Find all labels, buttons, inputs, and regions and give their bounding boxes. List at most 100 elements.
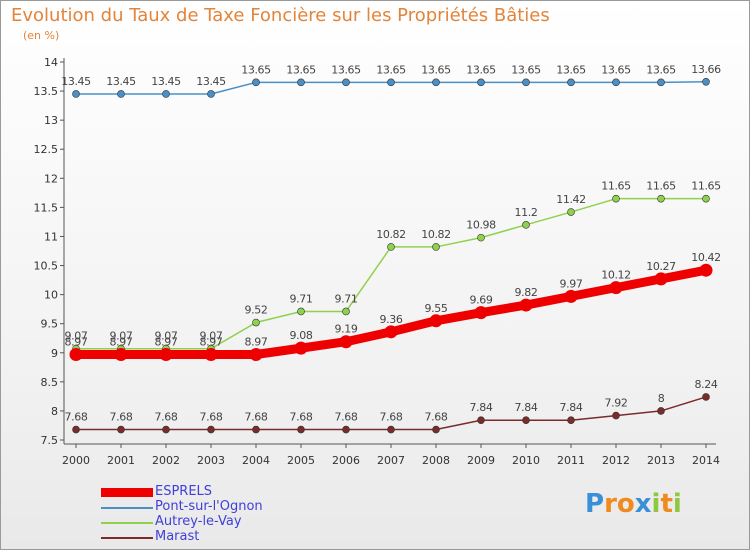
data-label-pont-sur-l-ognon: 13.65 <box>421 63 451 76</box>
y-tick-label: 14 <box>44 56 58 69</box>
data-label-marast: 8 <box>658 392 665 405</box>
data-point-esprels <box>114 348 128 362</box>
data-label-marast: 7.68 <box>335 411 358 424</box>
data-label-marast: 7.68 <box>65 411 88 424</box>
x-tick-label: 2005 <box>287 454 315 467</box>
data-point-esprels <box>609 281 623 295</box>
data-label-esprels: 10.42 <box>691 251 721 264</box>
data-label-pont-sur-l-ognon: 13.65 <box>286 63 316 76</box>
data-label-pont-sur-l-ognon: 13.65 <box>556 63 586 76</box>
data-point-esprels <box>429 314 443 328</box>
data-label-autrey-le-vay: 10.98 <box>466 219 496 232</box>
data-label-autrey-le-vay: 11.42 <box>556 193 586 206</box>
data-point-esprels <box>249 348 263 362</box>
data-point-pont-sur-l-ognon <box>252 78 260 87</box>
y-tick-label: 8 <box>51 405 58 418</box>
data-point-marast <box>432 425 440 434</box>
data-point-pont-sur-l-ognon <box>72 90 80 98</box>
data-point-autrey-le-vay <box>252 318 260 327</box>
data-label-esprels: 9.08 <box>290 329 313 342</box>
data-label-esprels: 8.97 <box>110 336 133 349</box>
data-label-marast: 7.68 <box>425 411 448 424</box>
data-point-marast <box>567 416 575 425</box>
data-label-marast: 7.84 <box>515 401 538 414</box>
x-tick-label: 2009 <box>467 454 495 467</box>
data-point-autrey-le-vay <box>702 194 710 203</box>
y-tick-label: 11 <box>44 230 58 243</box>
data-point-esprels <box>699 263 713 277</box>
data-label-autrey-le-vay: 10.82 <box>421 228 451 241</box>
logo-letter: x <box>634 489 652 519</box>
data-point-marast <box>522 416 530 425</box>
data-label-pont-sur-l-ognon: 13.45 <box>196 75 226 88</box>
logo-letter: i <box>672 489 682 519</box>
x-tick-label: 2013 <box>647 454 675 467</box>
data-point-pont-sur-l-ognon <box>657 78 665 87</box>
data-point-autrey-le-vay <box>477 233 485 242</box>
data-label-marast: 7.68 <box>110 411 133 424</box>
data-point-pont-sur-l-ognon <box>117 90 125 98</box>
data-label-pont-sur-l-ognon: 13.45 <box>151 75 181 88</box>
legend-swatch-marast <box>101 537 153 539</box>
data-point-pont-sur-l-ognon <box>162 90 170 98</box>
y-tick-label: 12 <box>44 172 58 185</box>
x-tick-label: 2000 <box>62 454 90 467</box>
data-label-pont-sur-l-ognon: 13.45 <box>106 75 136 88</box>
data-label-autrey-le-vay: 9.71 <box>290 292 313 305</box>
data-point-marast <box>297 425 305 434</box>
data-point-esprels <box>474 306 488 320</box>
y-tick-label: 8.5 <box>41 376 59 389</box>
y-tick-label: 9.5 <box>41 318 59 331</box>
data-label-pont-sur-l-ognon: 13.66 <box>691 63 721 76</box>
data-label-marast: 7.68 <box>380 411 403 424</box>
x-tick-label: 2003 <box>197 454 225 467</box>
logo-letter: P <box>585 489 605 519</box>
data-label-marast: 8.24 <box>695 378 718 391</box>
data-point-autrey-le-vay <box>387 243 395 251</box>
data-point-marast <box>387 425 395 434</box>
data-point-marast <box>612 411 620 420</box>
data-label-esprels: 9.82 <box>515 286 538 299</box>
data-point-esprels <box>69 348 83 362</box>
data-point-pont-sur-l-ognon <box>297 78 305 87</box>
data-label-pont-sur-l-ognon: 13.45 <box>61 75 91 88</box>
data-label-esprels: 9.69 <box>470 294 493 307</box>
legend-label-autrey-le-vay: Autrey-le-Vay <box>155 514 242 529</box>
data-label-pont-sur-l-ognon: 13.65 <box>601 63 631 76</box>
data-label-esprels: 8.97 <box>65 336 88 349</box>
data-point-pont-sur-l-ognon <box>522 78 530 87</box>
data-label-autrey-le-vay: 9.07 <box>110 330 133 343</box>
chart-title: Evolution du Taux de Taxe Foncière sur l… <box>11 5 550 26</box>
x-tick-label: 2004 <box>242 454 270 467</box>
data-point-marast <box>702 393 710 401</box>
data-label-autrey-le-vay: 9.07 <box>200 330 223 343</box>
data-label-esprels: 9.97 <box>560 277 583 290</box>
data-point-autrey-le-vay <box>297 307 305 316</box>
x-tick-label: 2008 <box>422 454 450 467</box>
data-point-autrey-le-vay <box>432 243 440 251</box>
y-unit-label: (en %) <box>23 29 60 42</box>
data-label-autrey-le-vay: 9.07 <box>155 330 178 343</box>
logo-letter: i <box>651 489 661 519</box>
data-label-esprels: 8.97 <box>200 336 223 349</box>
data-label-marast: 7.84 <box>470 401 493 414</box>
data-label-marast: 7.68 <box>290 411 313 424</box>
data-label-autrey-le-vay: 11.65 <box>601 180 631 193</box>
x-tick-label: 2007 <box>377 454 405 467</box>
y-tick-label: 9 <box>51 347 58 360</box>
y-tick-label: 7.5 <box>41 434 59 447</box>
data-label-pont-sur-l-ognon: 13.65 <box>241 63 271 76</box>
x-tick-label: 2011 <box>557 454 585 467</box>
data-point-esprels <box>519 298 533 312</box>
data-point-esprels <box>159 348 173 362</box>
data-point-esprels <box>339 335 353 349</box>
logo-letter: r <box>604 489 617 519</box>
data-point-marast <box>162 425 170 434</box>
data-label-pont-sur-l-ognon: 13.65 <box>511 63 541 76</box>
data-point-pont-sur-l-ognon <box>612 78 620 87</box>
data-point-marast <box>252 425 260 434</box>
data-label-marast: 7.68 <box>155 411 178 424</box>
proxiti-logo: Proxiti <box>585 489 682 519</box>
data-point-esprels <box>204 348 218 362</box>
